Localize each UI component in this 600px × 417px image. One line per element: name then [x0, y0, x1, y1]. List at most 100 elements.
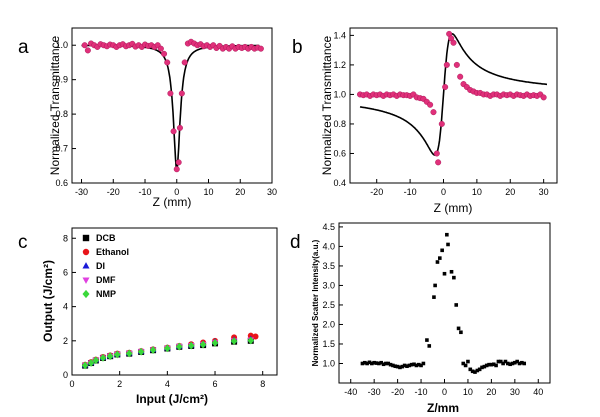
data-point [370, 361, 374, 366]
data-point [425, 338, 429, 342]
x-tick-label: 10 [472, 187, 482, 197]
data-point [520, 360, 524, 365]
data-point [393, 364, 398, 369]
data-point [433, 283, 437, 288]
data-point-nmp [199, 340, 207, 349]
data-point [409, 362, 414, 367]
x-tick-label: -20 [107, 187, 120, 197]
panel-b-points [357, 30, 547, 166]
panel-a-fit-curve [81, 44, 260, 170]
y-tick-label: 4.5 [322, 222, 335, 232]
data-point [430, 109, 437, 116]
data-point [440, 248, 444, 253]
data-point [167, 90, 174, 97]
data-point [459, 330, 463, 335]
x-tick-label: 4 [165, 379, 170, 389]
x-tick-label: 10 [204, 187, 214, 197]
data-point [432, 295, 436, 299]
data-point [84, 47, 91, 54]
data-point-nmp [247, 336, 255, 345]
data-point [482, 364, 487, 369]
y-tick-label: 2.5 [322, 300, 335, 310]
panel-b-letter: b [292, 37, 303, 58]
panel-b: b -20 -10 0 10 20 30 0.4 0.6 0.8 1.0 1.2 1.4 Z (mm)… [292, 27, 558, 215]
x-tick-label: -40 [344, 387, 357, 397]
data-point [157, 45, 164, 52]
panel-c-xlabel: Input (J/cm²) [136, 392, 208, 406]
data-point [461, 361, 466, 366]
y-tick-label: 0.8 [55, 109, 68, 119]
data-point-ethanol [252, 333, 259, 340]
data-point [498, 359, 503, 364]
data-point [456, 326, 461, 331]
data-point-nmp [230, 337, 238, 346]
data-point-nmp [113, 350, 121, 359]
legend-label-di: DI [96, 261, 105, 271]
x-tick-label: 20 [235, 187, 245, 197]
y-tick-label: 0.9 [55, 75, 68, 85]
x-tick-label: 2 [117, 379, 122, 389]
data-point [470, 369, 475, 374]
data-point [161, 50, 168, 57]
data-point [491, 362, 496, 367]
panel-c-ylabel: Output (J/cm²) [41, 260, 55, 342]
data-point [365, 361, 369, 366]
data-point-nmp [125, 349, 133, 358]
x-tick-label: 8 [260, 379, 265, 389]
x-tick-label: -10 [404, 187, 417, 197]
data-point [435, 159, 442, 166]
data-point-nmp [99, 354, 107, 362]
data-point [522, 361, 527, 366]
panel-b-fit-curve [359, 32, 547, 156]
data-point [496, 359, 501, 364]
data-point [473, 370, 477, 374]
data-point [81, 42, 88, 49]
data-point [503, 359, 508, 364]
data-point-nmp [164, 344, 171, 353]
data-point [453, 61, 460, 68]
y-tick-label: 1.0 [333, 89, 346, 99]
y-tick-label: 0.6 [55, 178, 68, 188]
data-point [374, 361, 379, 365]
data-point [257, 45, 264, 52]
x-tick-label: -20 [391, 387, 404, 397]
x-tick-label: -20 [370, 187, 383, 197]
y-tick-label: 1.0 [322, 358, 335, 368]
panel-a-ylabel: Normalized Transmittance [48, 35, 62, 175]
data-point [501, 361, 505, 366]
data-point [454, 303, 459, 307]
panel-d-letter: d [290, 232, 301, 253]
x-tick-label: 10 [463, 387, 473, 397]
data-point [164, 59, 171, 66]
data-point [442, 271, 447, 276]
legend-marker-ethanol [82, 248, 90, 256]
data-point [443, 61, 450, 68]
y-tick-label: 0.4 [333, 178, 346, 188]
data-point [477, 367, 482, 372]
legend-marker-di [82, 262, 90, 269]
panel-c-letter: c [18, 232, 28, 253]
y-tick-label: 3.5 [322, 261, 335, 271]
panel-c-plot-frame [71, 227, 278, 376]
y-tick-label: 4 [63, 302, 68, 312]
data-point-nmp [137, 347, 145, 356]
y-tick-label: 3.0 [322, 280, 335, 290]
y-tick-label: 0 [63, 370, 68, 380]
panel-a-ticks: -30 -20 -10 0 10 20 30 0.6 0.7 0.8 0.9 1.0 [55, 40, 277, 197]
x-tick-label: -30 [368, 387, 381, 397]
data-point-nmp [81, 361, 89, 370]
data-point [510, 361, 515, 366]
data-point [421, 361, 426, 366]
data-point [381, 362, 386, 367]
x-tick-label: -10 [415, 387, 428, 397]
x-tick-label: 6 [213, 379, 218, 389]
data-point [463, 363, 468, 368]
data-point [372, 360, 376, 365]
data-point [414, 363, 419, 368]
panel-c: c 0 2 4 6 8 0 2 4 6 8 DCB Ethanol DI DMF NMP Input (J… [18, 227, 278, 406]
data-point-nmp [149, 346, 157, 354]
panel-d-ylabel: Normalized Scatter Intensity(a.u.) [311, 239, 320, 366]
x-tick-label: 30 [267, 187, 277, 197]
data-point [379, 360, 383, 365]
data-point [487, 362, 491, 367]
